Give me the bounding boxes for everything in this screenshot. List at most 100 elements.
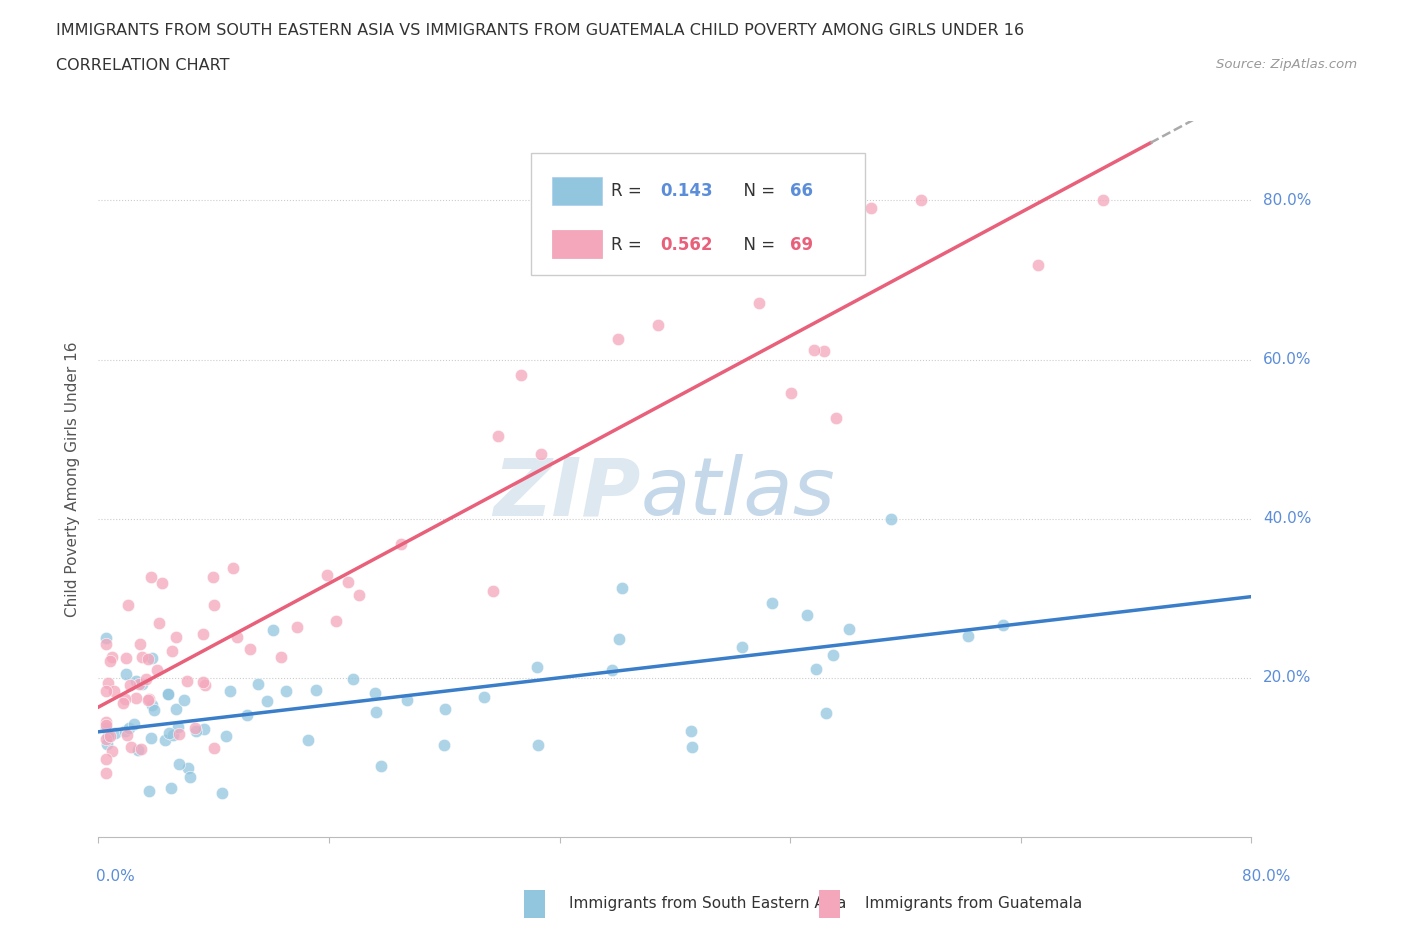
Text: IMMIGRANTS FROM SOUTH EASTERN ASIA VS IMMIGRANTS FROM GUATEMALA CHILD POVERTY AM: IMMIGRANTS FROM SOUTH EASTERN ASIA VS IM… (56, 23, 1025, 38)
Point (167, 726, 190, 741)
Point (103, 684, 125, 698)
Text: Source: ZipAtlas.com: Source: ZipAtlas.com (1216, 58, 1357, 71)
Point (482, 583, 505, 598)
Point (128, 637, 150, 652)
Point (94, 721, 117, 736)
Text: 66: 66 (790, 182, 813, 200)
Point (529, 446, 551, 461)
Point (647, 318, 669, 333)
Text: 0.562: 0.562 (659, 236, 713, 254)
Point (880, 512, 903, 526)
Text: 20.0%: 20.0% (1263, 671, 1312, 685)
Point (131, 676, 153, 691)
Point (395, 693, 418, 708)
Point (297, 733, 319, 748)
Point (118, 677, 141, 692)
Point (256, 694, 278, 709)
Point (131, 649, 153, 664)
Point (814, 705, 837, 720)
Point (167, 757, 190, 772)
Point (94, 715, 117, 730)
Text: ZIP: ZIP (494, 454, 640, 532)
Point (97, 675, 120, 690)
Point (370, 759, 392, 774)
Text: CORRELATION CHART: CORRELATION CHART (56, 58, 229, 73)
Point (247, 676, 270, 691)
Point (111, 696, 134, 711)
Point (141, 651, 163, 666)
Point (215, 728, 238, 743)
Point (681, 724, 703, 738)
Point (433, 737, 456, 752)
Text: N =: N = (733, 236, 780, 254)
Point (527, 737, 550, 752)
Point (211, 785, 233, 800)
Point (114, 650, 136, 665)
Text: R =: R = (612, 182, 648, 200)
Text: atlas: atlas (640, 454, 835, 532)
FancyBboxPatch shape (531, 153, 865, 275)
Point (94, 751, 117, 766)
Point (97, 728, 120, 743)
Point (748, 296, 770, 311)
Point (509, 367, 531, 382)
Point (162, 727, 184, 742)
Point (389, 537, 412, 551)
Point (610, 580, 633, 595)
Point (681, 739, 703, 754)
Point (235, 707, 257, 722)
Point (115, 727, 138, 742)
Point (202, 569, 225, 584)
Point (96, 631, 118, 645)
Point (124, 716, 146, 731)
Point (221, 561, 243, 576)
Point (138, 692, 160, 707)
Point (433, 701, 456, 716)
Point (94, 732, 117, 747)
Point (173, 693, 195, 708)
Point (225, 630, 247, 644)
Point (153, 732, 176, 747)
Point (165, 630, 187, 644)
Point (139, 569, 162, 584)
Point (526, 659, 548, 674)
Point (127, 742, 149, 757)
Point (191, 627, 214, 642)
Point (364, 704, 387, 719)
Point (761, 595, 783, 610)
Point (780, 386, 803, 401)
Point (262, 622, 284, 637)
Point (160, 781, 183, 796)
Text: R =: R = (612, 236, 648, 254)
Point (607, 631, 630, 646)
Point (120, 740, 142, 755)
Point (94, 718, 117, 733)
Point (141, 698, 163, 712)
Point (342, 672, 364, 687)
Point (135, 671, 157, 686)
Point (202, 598, 225, 613)
Point (157, 725, 180, 740)
Text: 80.0%: 80.0% (1243, 870, 1291, 884)
Point (486, 429, 509, 444)
Point (325, 613, 347, 628)
Point (276, 684, 298, 698)
Point (336, 575, 359, 590)
FancyBboxPatch shape (551, 231, 602, 259)
Point (821, 647, 844, 662)
Point (94, 684, 117, 698)
Point (364, 685, 387, 700)
Point (96, 737, 118, 751)
Point (100, 649, 122, 664)
Y-axis label: Child Poverty Among Girls Under 16: Child Poverty Among Girls Under 16 (65, 341, 80, 617)
Text: 69: 69 (790, 236, 813, 254)
Point (193, 722, 215, 737)
Point (104, 725, 127, 740)
Point (270, 649, 292, 664)
Point (813, 343, 835, 358)
Point (956, 629, 979, 644)
Point (131, 742, 153, 757)
Point (156, 687, 179, 702)
Point (176, 673, 198, 688)
Point (114, 692, 136, 707)
